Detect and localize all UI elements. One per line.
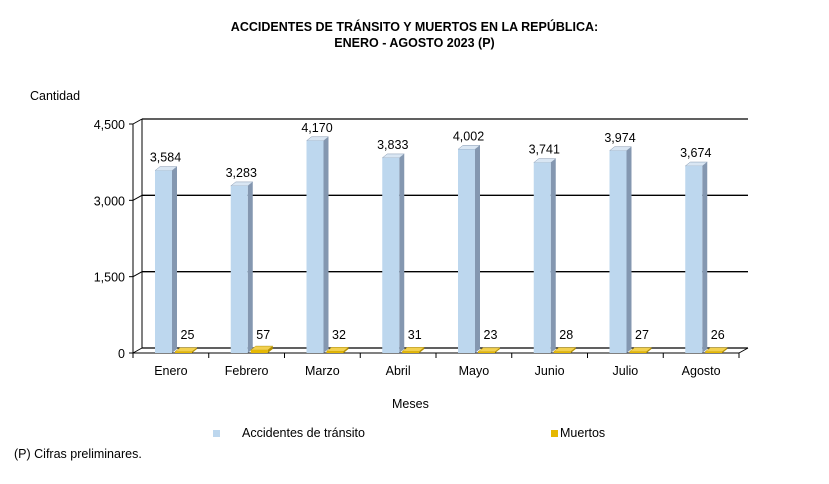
bar-side [702, 162, 708, 353]
data-label: 31 [408, 328, 422, 342]
chart-title: ACCIDENTES DE TRÁNSITO Y MUERTOS EN LA R… [230, 20, 599, 34]
bar-side [267, 346, 273, 353]
bar-front [175, 351, 192, 353]
data-label: 26 [711, 328, 725, 342]
gridline-depth [132, 194, 143, 201]
data-label: 32 [332, 328, 346, 342]
bar-front [609, 150, 627, 353]
data-label: 25 [181, 328, 195, 342]
x-tick-label: Enero [154, 364, 187, 378]
bar-muertos [628, 347, 653, 353]
bar-muertos [704, 347, 728, 353]
bar-side [419, 347, 425, 353]
bar-side [172, 166, 177, 353]
data-label: 28 [559, 328, 573, 342]
gridline-depth [132, 118, 143, 125]
x-tick-label: Abril [386, 364, 411, 378]
bar-side [399, 153, 405, 353]
bar-muertos [174, 347, 198, 353]
x-tick-label: Junio [535, 364, 565, 378]
bar-side [570, 347, 576, 353]
data-label: 27 [635, 328, 649, 342]
y-axis-label: Cantidad [30, 89, 81, 103]
footnote: (P) Cifras preliminares. [14, 447, 142, 461]
bar-accidentes [684, 161, 708, 353]
bar-front [230, 185, 248, 353]
bar-muertos [401, 347, 425, 353]
data-label: 57 [256, 328, 270, 342]
x-tick-label: Mayo [459, 364, 490, 378]
bar-side [343, 347, 349, 353]
bar-muertos [325, 347, 350, 353]
x-tick-label: Agosto [682, 364, 721, 378]
data-label: 3,283 [226, 166, 257, 180]
data-label: 3,674 [680, 146, 711, 160]
x-tick-label: Febrero [225, 364, 269, 378]
data-label: 3,833 [377, 138, 408, 152]
bar-muertos [250, 345, 274, 353]
bar-accidentes [457, 145, 481, 353]
x-tick-label: Marzo [305, 364, 340, 378]
bar-accidentes [154, 166, 178, 353]
data-label: 23 [484, 328, 498, 342]
bar-front [250, 350, 268, 353]
bar-front [155, 170, 172, 353]
bar-side [550, 158, 556, 353]
bar-front [705, 351, 723, 353]
gridline-depth [132, 271, 143, 278]
bar-side [646, 347, 652, 353]
x-axis-label: Meses [392, 397, 429, 411]
x-tick-label: Julio [613, 364, 639, 378]
bar-front [553, 351, 571, 353]
bar-front [629, 351, 647, 353]
bar-muertos [477, 347, 501, 353]
y-tick-label: 4,500 [94, 118, 125, 132]
bar-accidentes [381, 153, 405, 353]
data-label: 4,170 [301, 121, 332, 135]
bar-side [626, 146, 632, 353]
bar-front [402, 351, 420, 353]
legend-swatch-accidentes [213, 430, 220, 437]
bar-muertos [553, 347, 577, 353]
data-label: 3,741 [529, 143, 560, 157]
floor-edge [738, 347, 749, 354]
bar-side [323, 136, 329, 353]
bar-front [533, 162, 551, 353]
bar-front [382, 157, 400, 353]
data-label: 3,584 [150, 151, 181, 165]
bar-accidentes [533, 158, 557, 353]
bar-side [475, 145, 480, 353]
data-label: 3,974 [604, 131, 635, 145]
data-label: 4,002 [453, 129, 484, 143]
y-tick-label: 3,000 [94, 194, 125, 208]
legend-label-muertos: Muertos [560, 426, 606, 440]
bar-accidentes [305, 136, 330, 353]
bar-front [685, 166, 703, 353]
bar-accidentes [230, 181, 254, 353]
bar-side [722, 347, 728, 353]
gridline-depth [132, 347, 143, 354]
bar-front [458, 149, 475, 353]
y-tick-label: 1,500 [94, 271, 125, 285]
bar-front [306, 140, 324, 353]
legend-label-accidentes: Accidentes de tránsito [242, 426, 365, 440]
y-tick-label: 0 [118, 347, 125, 361]
legend-swatch-muertos [551, 430, 558, 437]
bar-front [326, 351, 344, 353]
bar-side [247, 181, 253, 353]
bar-front [478, 351, 495, 353]
bar-accidentes [608, 146, 633, 353]
chart-subtitle: ENERO - AGOSTO 2023 (P) [334, 36, 495, 50]
